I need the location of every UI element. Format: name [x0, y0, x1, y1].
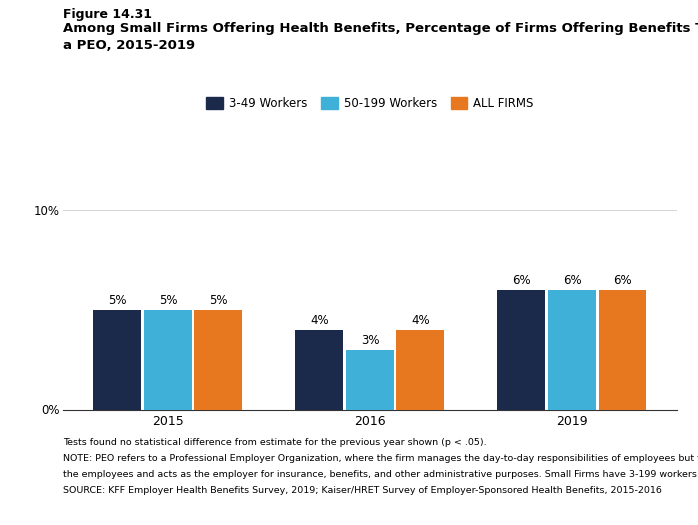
Bar	[144, 310, 192, 410]
Text: 3%: 3%	[361, 334, 379, 347]
Text: 5%: 5%	[108, 295, 126, 307]
Bar	[498, 290, 545, 410]
Bar	[346, 350, 394, 410]
Text: 6%: 6%	[614, 275, 632, 287]
Text: 5%: 5%	[209, 295, 228, 307]
Legend: 3-49 Workers, 50-199 Workers, ALL FIRMS: 3-49 Workers, 50-199 Workers, ALL FIRMS	[202, 92, 538, 114]
Bar	[195, 310, 242, 410]
Bar	[295, 330, 343, 410]
Text: 6%: 6%	[563, 275, 581, 287]
Bar	[598, 290, 646, 410]
Text: the employees and acts as the employer for insurance, benefits, and other admini: the employees and acts as the employer f…	[63, 470, 698, 479]
Text: 4%: 4%	[310, 314, 329, 327]
Text: 6%: 6%	[512, 275, 530, 287]
Bar	[396, 330, 445, 410]
Text: a PEO, 2015-2019: a PEO, 2015-2019	[63, 39, 195, 52]
Text: 4%: 4%	[411, 314, 430, 327]
Text: Figure 14.31: Figure 14.31	[63, 8, 152, 21]
Text: Among Small Firms Offering Health Benefits, Percentage of Firms Offering Benefit: Among Small Firms Offering Health Benefi…	[63, 22, 698, 35]
Text: SOURCE: KFF Employer Health Benefits Survey, 2019; Kaiser/HRET Survey of Employe: SOURCE: KFF Employer Health Benefits Sur…	[63, 486, 662, 495]
Bar	[94, 310, 142, 410]
Text: Tests found no statistical difference from estimate for the previous year shown : Tests found no statistical difference fr…	[63, 438, 487, 447]
Bar	[548, 290, 596, 410]
Text: NOTE: PEO refers to a Professional Employer Organization, where the firm manages: NOTE: PEO refers to a Professional Emplo…	[63, 454, 698, 463]
Text: 5%: 5%	[158, 295, 177, 307]
